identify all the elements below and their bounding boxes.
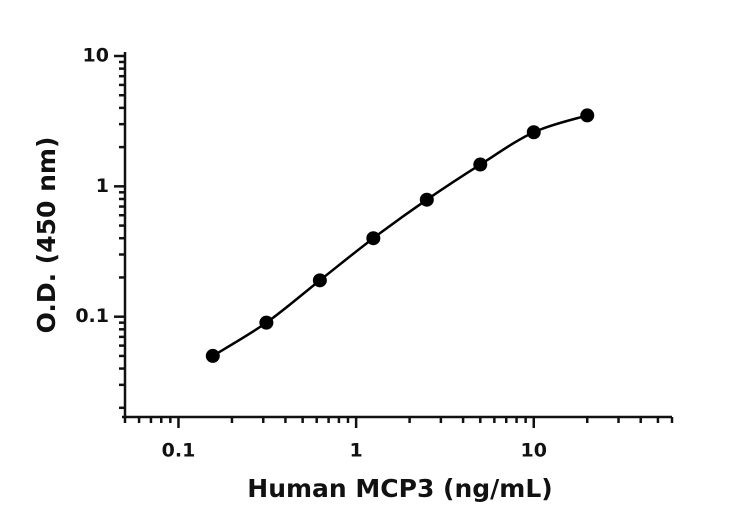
x-tick-label: 10: [521, 440, 547, 462]
y-axis-title: O.D. (450 nm): [32, 137, 61, 334]
y-tick-label: 1: [96, 175, 109, 197]
point: [419, 192, 434, 207]
x-tick-label: 1: [350, 440, 363, 462]
y-tick-label: 10: [83, 45, 109, 67]
x-axis-title: Human MCP3 (ng/mL): [247, 474, 552, 503]
point: [526, 125, 541, 140]
y-tick-label: 0.1: [75, 305, 109, 327]
point: [205, 348, 220, 363]
point: [580, 108, 595, 123]
x-tick-label: 0.1: [162, 440, 196, 462]
point: [473, 157, 488, 172]
point: [366, 231, 381, 246]
fit-curve: [212, 114, 588, 357]
point: [259, 315, 274, 330]
point: [312, 273, 327, 288]
